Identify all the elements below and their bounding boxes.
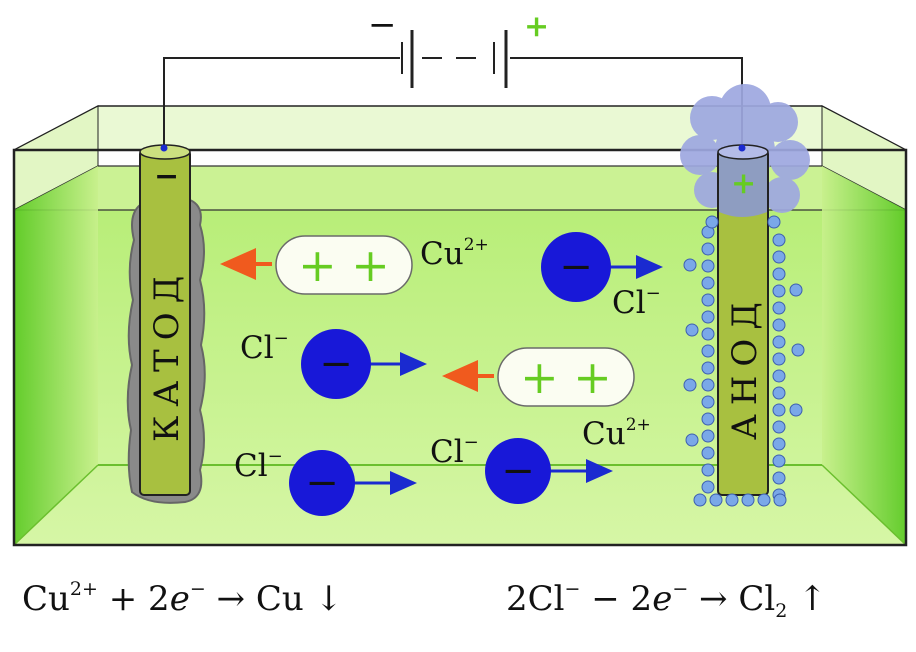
chlorine-bubble (701, 310, 715, 324)
chlorine-bubble (772, 420, 786, 434)
cathode-label: КАТОД (147, 267, 187, 442)
cl-ion-label: Cl (240, 330, 274, 366)
chlorine-bubble (773, 493, 787, 507)
cl-ion-charge: − (464, 432, 479, 453)
cathode-electrode: − КАТОД (126, 144, 206, 504)
chlorine-bubble (701, 293, 715, 307)
chlorine-bubble (772, 437, 786, 451)
svg-text:Cl−: Cl− (430, 432, 479, 470)
chlorine-bubble (701, 242, 715, 256)
cathode-equation: Cu2+ + 2e− → Cu ↓ (22, 578, 344, 619)
cl-ion-charge: − (646, 283, 661, 304)
chlorine-bubble (725, 493, 739, 507)
chlorine-bubble (772, 454, 786, 468)
svg-text:Cu2+: Cu2+ (582, 415, 651, 452)
svg-text:Cl−: Cl− (240, 328, 289, 366)
cu-cation-signs: + + (298, 238, 390, 292)
cu-ion-label: Cu (420, 236, 464, 272)
chlorine-bubble (741, 493, 755, 507)
svg-text:Cl−: Cl− (612, 283, 661, 321)
chlorine-bubble (705, 215, 719, 229)
chlorine-bubble (789, 403, 803, 417)
cl-anion-sign: − (559, 244, 593, 290)
chlorine-bubble (772, 250, 786, 264)
chlorine-bubble (693, 493, 707, 507)
battery: − + (368, 5, 549, 88)
cu-ion-charge: 2+ (626, 415, 651, 435)
chlorine-bubble (772, 471, 786, 485)
chlorine-bubble (757, 493, 771, 507)
chlorine-bubbles (683, 215, 805, 507)
chlorine-bubble (772, 386, 786, 400)
chlorine-bubble (683, 258, 697, 272)
chlorine-bubble (772, 403, 786, 417)
chlorine-bubble (772, 284, 786, 298)
svg-text:Cu2+: Cu2+ (420, 235, 489, 272)
cl-anion-sign: − (305, 460, 339, 506)
chlorine-bubble (685, 433, 699, 447)
battery-plus-sign: + (524, 9, 549, 44)
cl-ion-charge: − (268, 446, 283, 467)
cu-cation: + + Cu2+ (275, 235, 489, 295)
chlorine-bubble (701, 395, 715, 409)
cl-anion: − Cl− (541, 232, 661, 321)
cl-anion-sign: − (501, 448, 535, 494)
anode-electrode: + АНОД (683, 144, 805, 507)
chlorine-bubble (772, 267, 786, 281)
chlorine-bubble (772, 318, 786, 332)
cl-ion-label: Cl (234, 448, 268, 484)
chlorine-bubble (701, 446, 715, 460)
chlorine-bubble (701, 480, 715, 494)
cl-anion: − Cl− (240, 328, 371, 399)
anode-sign: + (731, 166, 756, 201)
chlorine-bubble (767, 215, 781, 229)
cl-ion-label: Cl (430, 434, 464, 470)
migration-arrows (220, 248, 663, 495)
battery-minus-sign: − (368, 5, 397, 45)
chlorine-bubble (683, 378, 697, 392)
chlorine-bubble (685, 323, 699, 337)
cu-ion-label: Cu (582, 416, 626, 452)
cu-cation: + + Cu2+ (497, 347, 651, 452)
chlorine-bubble (772, 369, 786, 383)
chlorine-bubble (701, 327, 715, 341)
cu-ion-charge: 2+ (464, 235, 489, 255)
cl-anion: − Cl− (234, 446, 355, 516)
anode-equation: 2Cl− − 2e− → Cl2 ↑ (506, 578, 827, 622)
cl-anion-sign: − (319, 341, 353, 387)
chlorine-bubble (791, 343, 805, 357)
chlorine-bubble (701, 276, 715, 290)
chlorine-bubble (701, 429, 715, 443)
chlorine-bubble (701, 259, 715, 273)
chlorine-bubble (789, 283, 803, 297)
chlorine-bubble (772, 233, 786, 247)
chlorine-bubble (772, 335, 786, 349)
chlorine-bubble (701, 463, 715, 477)
chlorine-bubble (772, 301, 786, 315)
chlorine-bubble (772, 352, 786, 366)
svg-text:Cl−: Cl− (234, 446, 283, 484)
cl-anion: − Cl− (430, 432, 551, 504)
chlorine-bubble (701, 378, 715, 392)
chlorine-bubble (701, 361, 715, 375)
cu-cation-signs: + + (520, 350, 612, 404)
chlorine-bubble (701, 412, 715, 426)
chlorine-bubble (709, 493, 723, 507)
cl-ion-label: Cl (612, 285, 646, 321)
cl-ion-charge: − (274, 328, 289, 349)
anode-label: АНОД (725, 293, 765, 440)
chlorine-bubble (701, 344, 715, 358)
cathode-sign: − (154, 159, 179, 194)
